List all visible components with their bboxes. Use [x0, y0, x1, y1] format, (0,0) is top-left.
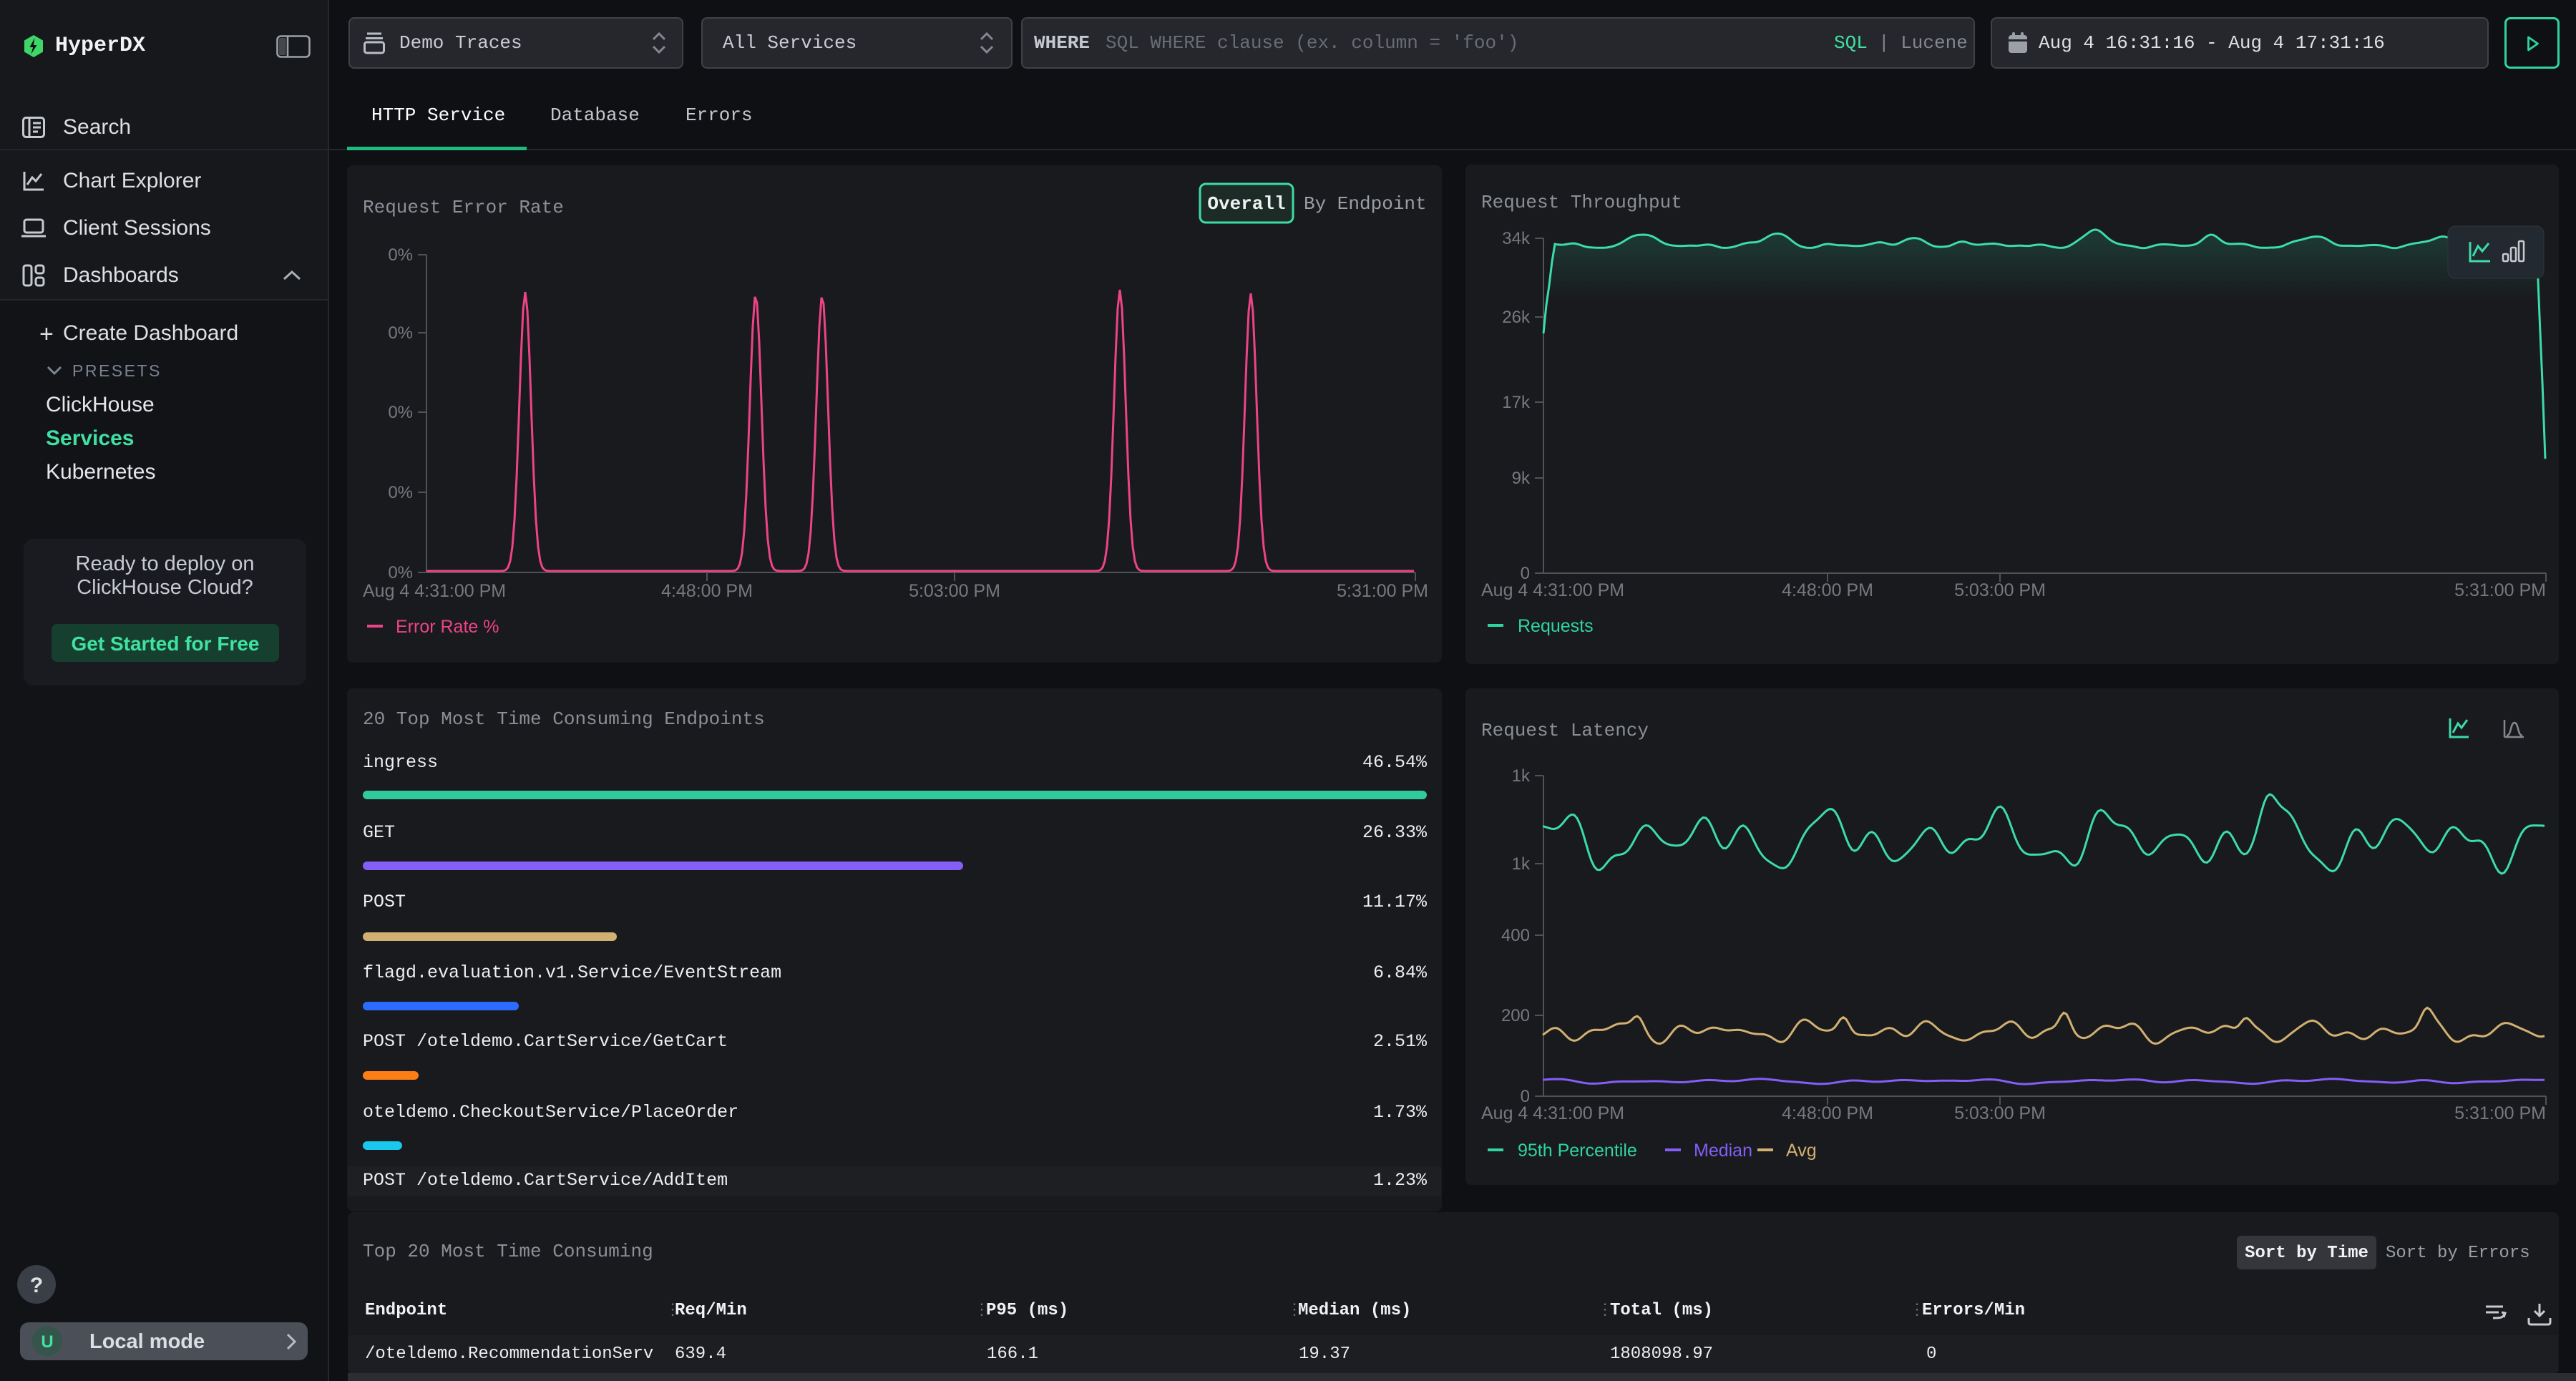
svg-text:Median: Median: [1694, 1141, 1752, 1161]
svg-text:9k: 9k: [1512, 469, 1531, 488]
svg-text:5:03:00 PM: 5:03:00 PM: [909, 581, 1000, 601]
svg-text:400: 400: [1501, 926, 1530, 945]
svg-text:0: 0: [1521, 564, 1530, 583]
svg-text:34k: 34k: [1502, 229, 1531, 248]
svg-text:Aug 4 4:31:00 PM: Aug 4 4:31:00 PM: [1481, 580, 1624, 600]
svg-text:4:48:00 PM: 4:48:00 PM: [1782, 580, 1873, 600]
svg-text:95th Percentile: 95th Percentile: [1518, 1141, 1637, 1161]
svg-text:0%: 0%: [388, 483, 413, 502]
svg-text:Aug 4 4:31:00 PM: Aug 4 4:31:00 PM: [1481, 1103, 1624, 1123]
svg-text:4:48:00 PM: 4:48:00 PM: [1782, 1103, 1873, 1123]
svg-text:5:31:00 PM: 5:31:00 PM: [2454, 580, 2546, 600]
svg-text:0: 0: [1521, 1087, 1530, 1106]
svg-text:Overall: Overall: [1207, 193, 1285, 215]
svg-text:5:31:00 PM: 5:31:00 PM: [1337, 581, 1428, 601]
svg-text:Request Latency: Request Latency: [1481, 720, 1649, 741]
svg-text:1k: 1k: [1512, 766, 1531, 786]
svg-text:Avg: Avg: [1786, 1141, 1817, 1161]
svg-text:0%: 0%: [388, 245, 413, 265]
svg-text:0%: 0%: [388, 323, 413, 343]
svg-text:26k: 26k: [1502, 308, 1531, 327]
svg-text:5:03:00 PM: 5:03:00 PM: [1954, 580, 2046, 600]
svg-text:200: 200: [1501, 1006, 1530, 1025]
svg-text:5:31:00 PM: 5:31:00 PM: [2454, 1103, 2546, 1123]
svg-text:0%: 0%: [388, 403, 413, 422]
svg-text:5:03:00 PM: 5:03:00 PM: [1954, 1103, 2046, 1123]
svg-text:0%: 0%: [388, 563, 413, 582]
svg-text:Aug 4 4:31:00 PM: Aug 4 4:31:00 PM: [363, 581, 506, 601]
svg-text:By Endpoint: By Endpoint: [1304, 193, 1427, 215]
svg-text:Error Rate %: Error Rate %: [396, 617, 499, 637]
svg-text:17k: 17k: [1502, 393, 1531, 412]
svg-text:4:48:00 PM: 4:48:00 PM: [661, 581, 753, 601]
svg-text:Request Error Rate: Request Error Rate: [363, 197, 564, 218]
svg-text:Requests: Requests: [1518, 616, 1594, 636]
svg-text:1k: 1k: [1512, 854, 1531, 874]
svg-text:Request Throughput: Request Throughput: [1481, 192, 1682, 213]
